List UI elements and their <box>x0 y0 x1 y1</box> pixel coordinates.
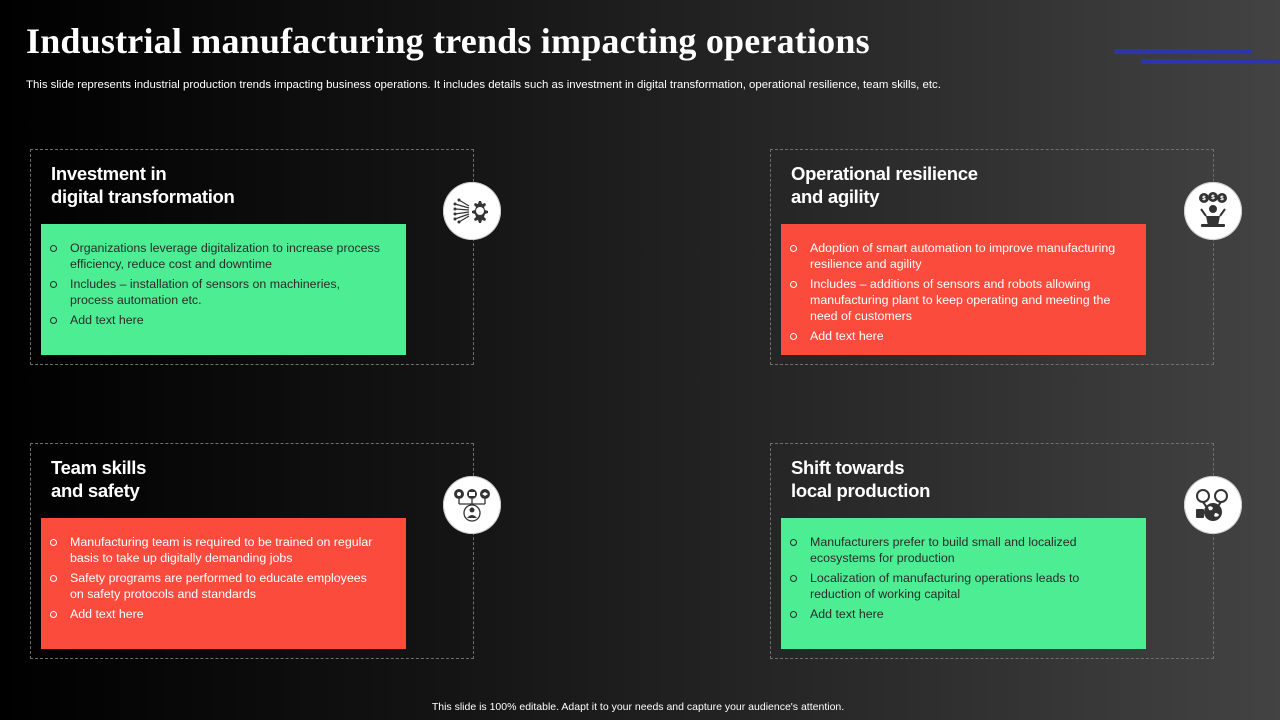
list-item: Adoption of smart automation to improve … <box>790 240 1122 272</box>
card-title: Operational resilience and agility <box>791 163 978 207</box>
svg-text:$: $ <box>1202 195 1206 202</box>
slide-subtitle: This slide represents industrial product… <box>26 79 941 91</box>
card-digital-transformation: Investment in digital transformation Org… <box>30 149 474 365</box>
list-item: Add text here <box>790 606 1122 622</box>
card-text-box: Manufacturers prefer to build small and … <box>781 518 1146 649</box>
accent-line-bottom <box>1141 59 1280 64</box>
card-title: Shift towards local production <box>791 457 931 501</box>
card-local-production: Shift towards local production Manufactu… <box>770 443 1214 659</box>
footer-note: This slide is 100% editable. Adapt it to… <box>431 701 845 713</box>
list-item: Add text here <box>790 328 1122 344</box>
digital-gear-icon <box>443 182 501 240</box>
list-item: Includes – additions of sensors and robo… <box>790 276 1122 324</box>
card-text-box: Organizations leverage digitalization to… <box>41 224 406 355</box>
card-title: Investment in digital transformation <box>51 163 235 207</box>
svg-text:$: $ <box>1220 195 1224 202</box>
card-title: Team skills and safety <box>51 457 147 501</box>
list-item: Safety programs are performed to educate… <box>50 570 382 602</box>
list-item: Manufacturers prefer to build small and … <box>790 534 1122 566</box>
list-item: Manufacturing team is required to be tra… <box>50 534 382 566</box>
team-skills-icon <box>443 476 501 534</box>
svg-text:$: $ <box>1211 194 1215 201</box>
card-operational-resilience: Operational resilience and agility Adopt… <box>770 149 1214 365</box>
local-globe-icon <box>1184 476 1242 534</box>
accent-line-top <box>1114 49 1252 54</box>
list-item: Includes – installation of sensors on ma… <box>50 276 382 308</box>
card-text-box: Manufacturing team is required to be tra… <box>41 518 406 649</box>
list-item: Organizations leverage digitalization to… <box>50 240 382 272</box>
worker-money-icon: $ $ $ <box>1184 182 1242 240</box>
list-item: Localization of manufacturing operations… <box>790 570 1122 602</box>
slide-title: Industrial manufacturing trends impactin… <box>26 21 870 61</box>
list-item: Add text here <box>50 312 382 328</box>
list-item: Add text here <box>50 606 382 622</box>
card-team-skills: Team skills and safety Manufacturing tea… <box>30 443 474 659</box>
card-text-box: Adoption of smart automation to improve … <box>781 224 1146 355</box>
